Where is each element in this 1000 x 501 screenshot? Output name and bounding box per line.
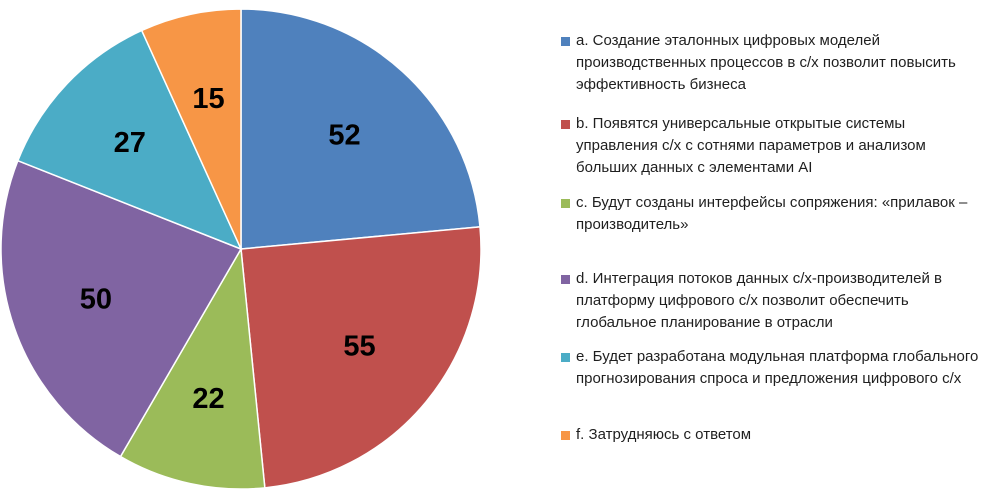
pie-slice-c [119,246,266,490]
legend-swatch-d [561,275,570,284]
pie-slice-a [240,8,481,250]
legend-item-e: e. Будет разработана модульная платформа… [561,346,991,390]
legend-label-d: d. Интеграция потоков данных с/х-произво… [576,270,943,331]
legend-swatch-a [561,37,570,46]
legend-item-c: c. Будут созданы интерфейсы сопряжения: … [561,192,991,236]
data-label-c: 22 [192,383,224,415]
pie-slice-b [240,226,482,489]
pie-slice-d [0,159,243,458]
legend-item-a: a. Создание эталонных цифровых моделей п… [561,30,991,96]
data-label-a: 52 [328,120,360,152]
legend-label-b: b. Появятся универсальные открытые систе… [576,115,926,176]
legend-item-b: b. Появятся универсальные открытые систе… [561,113,991,179]
legend-swatch-c [561,199,570,208]
data-label-e: 27 [114,127,146,159]
pie-slices [0,8,482,490]
data-label-d: 50 [80,283,112,315]
legend-label-c: c. Будут созданы интерфейсы сопряжения: … [576,194,968,233]
legend-label-e: e. Будет разработана модульная платформа… [576,348,979,387]
legend-item-d: d. Интеграция потоков данных с/х-произво… [561,268,991,334]
pie-data-labels: 52 55 22 50 27 15 [80,83,376,415]
data-label-f: 15 [192,83,224,115]
legend-swatch-f [561,431,570,440]
data-label-b: 55 [343,331,375,363]
legend-label-a: a. Создание эталонных цифровых моделей п… [576,32,956,93]
legend-swatch-b [561,120,570,129]
legend-item-f: f. Затрудняюсь с ответом [561,424,991,446]
pie-slice-f [140,8,242,250]
legend-swatch-e [561,353,570,362]
legend-label-f: f. Затрудняюсь с ответом [576,426,752,443]
pie-slice-e [16,29,243,251]
